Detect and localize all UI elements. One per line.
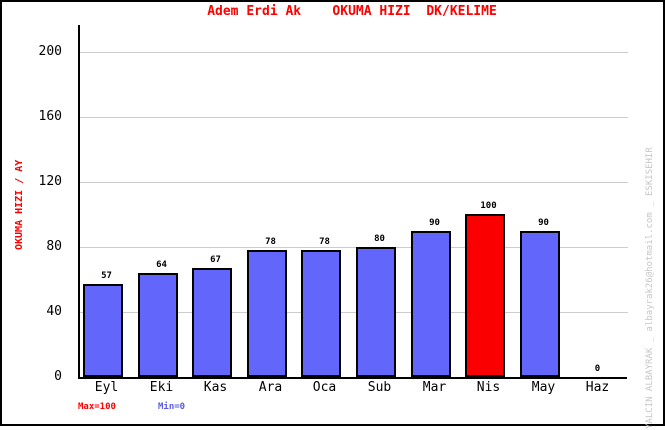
watermark-text: YALCIN ALBAYRAK _ albayrak26@hotmail.com… — [645, 147, 655, 429]
x-tick-label: Eki — [149, 380, 174, 395]
y-tick-label: 0 — [54, 369, 62, 384]
y-tick-label: 40 — [46, 304, 62, 319]
bar-value-label: 90 — [538, 218, 549, 228]
x-tick-label: Kas — [203, 380, 228, 395]
y-tick-label: 80 — [46, 239, 62, 254]
bar-value-label: 80 — [374, 234, 385, 244]
x-tick-label: Mar — [422, 380, 447, 395]
x-tick-label: Haz — [585, 380, 610, 395]
x-tick-label: Oca — [312, 380, 337, 395]
bar-value-label: 64 — [156, 260, 167, 270]
min-annotation-label: Min=0 — [158, 402, 186, 412]
y-axis-line — [78, 25, 80, 379]
bar-value-label: 0 — [594, 364, 601, 374]
bar-value-label: 78 — [265, 237, 276, 247]
x-tick-label: May — [531, 380, 556, 395]
bar — [411, 231, 451, 377]
bar — [247, 250, 287, 377]
bar-value-label: 90 — [429, 218, 440, 228]
grid-line — [79, 182, 628, 183]
grid-line — [79, 247, 628, 248]
x-tick-label: Nis — [476, 380, 501, 395]
x-tick-label: Ara — [258, 380, 283, 395]
bar-value-label: 57 — [101, 271, 112, 281]
chart-title: Adem Erdi Ak OKUMA HIZI DK/KELIME — [207, 4, 497, 19]
grid-line — [79, 312, 628, 313]
x-tick-label: Eyl — [94, 380, 119, 395]
y-tick-label: 160 — [38, 109, 62, 124]
grid-line — [79, 117, 628, 118]
bar-value-label: 100 — [480, 201, 497, 211]
bar — [520, 231, 560, 377]
bar — [465, 214, 505, 377]
bar — [301, 250, 341, 377]
bar-value-label: 78 — [319, 237, 330, 247]
bar — [138, 273, 178, 377]
y-tick-label: 120 — [38, 174, 62, 189]
x-axis-line — [78, 377, 627, 379]
bar — [83, 284, 123, 377]
grid-line — [79, 52, 628, 53]
max-annotation-label: Max=100 — [78, 402, 116, 412]
bar — [192, 268, 232, 377]
y-tick-label: 200 — [38, 44, 62, 59]
x-tick-label: Sub — [367, 380, 392, 395]
bar-value-label: 67 — [210, 255, 221, 265]
bar — [356, 247, 396, 377]
